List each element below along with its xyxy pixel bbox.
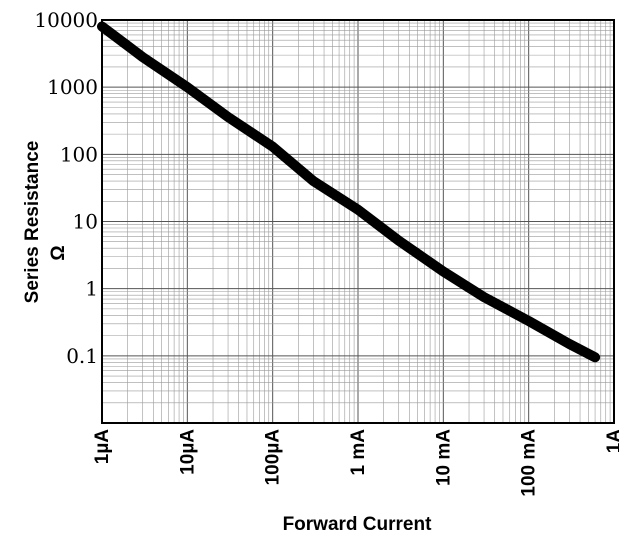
x-tick-label: 1µA	[92, 429, 113, 465]
x-tick-label: 10µA	[177, 429, 198, 475]
x-tick-label: 100µA	[263, 429, 284, 486]
y-tick-label: 10	[73, 210, 98, 234]
resistance-curve	[97, 21, 601, 363]
x-tick-labels: 1µA 10µA 100µA 1 mA 10 mA 100 mA 1A	[92, 429, 619, 497]
y-tick-label: 10000	[34, 8, 98, 32]
x-axis-title: Forward Current	[283, 514, 433, 535]
y-tick-label: 100	[60, 142, 98, 166]
y-tick-label: 0.1	[66, 344, 98, 368]
x-tick-label: 1 mA	[348, 429, 369, 476]
grid-lines	[101, 20, 614, 424]
x-tick-label: 100 mA	[519, 429, 540, 497]
y-axis-unit: Ω	[48, 245, 69, 260]
y-tick-labels: 10000 1000 100 10 1 0.1	[34, 8, 98, 368]
x-tick-label: 1A	[604, 429, 619, 454]
y-axis-title: Series Resistance	[22, 141, 43, 304]
plot-frame	[101, 19, 615, 424]
x-tick-label: 10 mA	[433, 429, 454, 486]
y-tick-label: 1	[85, 277, 98, 301]
y-tick-label: 1000	[47, 75, 98, 99]
